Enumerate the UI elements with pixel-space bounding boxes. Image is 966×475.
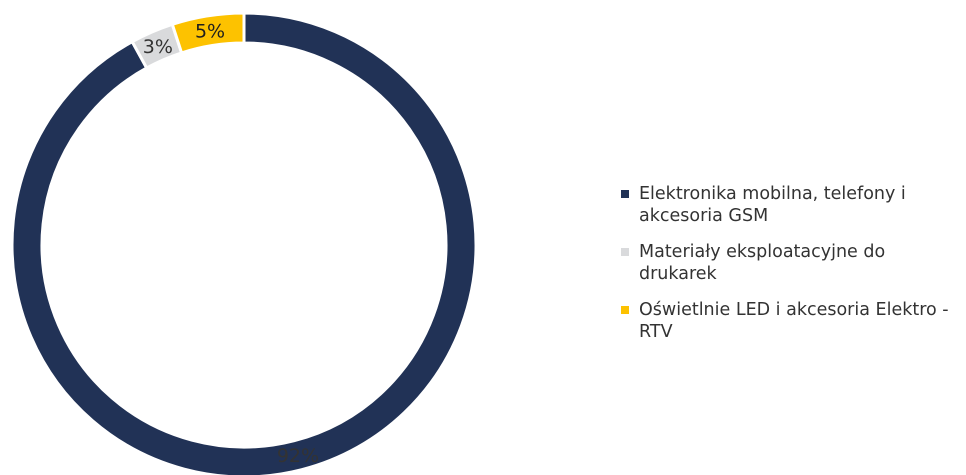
legend-label: Oświetlnie LED i akcesoria Elektro - RTV <box>639 300 949 342</box>
legend-item-led-lighting: Oświetlnie LED i akcesoria Elektro - RTV <box>621 299 966 343</box>
legend-label: Materiały eksploatacyjne do drukarek <box>639 242 886 284</box>
slice-led-lighting <box>170 11 246 55</box>
legend-item-mobile-electronics: Elektronika mobilna, telefony i akcesori… <box>621 183 966 227</box>
legend-swatch <box>621 306 629 314</box>
slice-mobile-electronics <box>10 11 478 475</box>
data-label-led-lighting: 5% <box>195 21 225 43</box>
data-label-printer-supplies: 3% <box>143 36 173 58</box>
legend: Elektronika mobilna, telefony i akcesori… <box>621 183 966 357</box>
legend-swatch <box>621 190 629 198</box>
legend-item-printer-supplies: Materiały eksploatacyjne do drukarek <box>621 241 966 285</box>
data-label-mobile-electronics: 92% <box>277 445 319 467</box>
legend-swatch <box>621 248 629 256</box>
legend-label: Elektronika mobilna, telefony i akcesori… <box>639 184 906 226</box>
